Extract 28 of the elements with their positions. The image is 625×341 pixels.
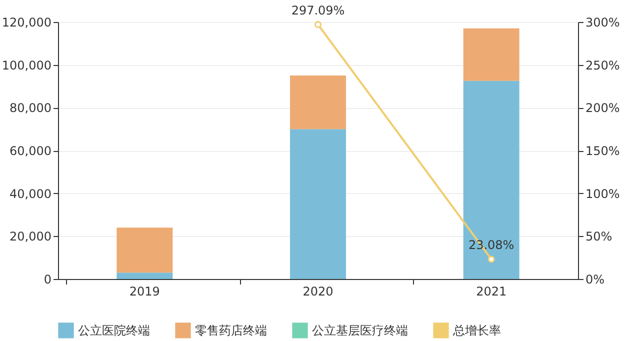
bar [116, 272, 173, 279]
bar [463, 80, 520, 279]
y2-tick-label: 0% [586, 272, 605, 286]
y-tick-label: 100,000 [2, 58, 52, 72]
y-tick-label: 80,000 [10, 101, 52, 116]
y-tick-label: 120,000 [2, 16, 52, 30]
y2-tick-label: 200% [586, 101, 620, 116]
bar [290, 76, 346, 130]
legend-label: 零售药店终端 [195, 323, 267, 338]
x-tick-label: 2021 [476, 284, 507, 298]
bar [290, 129, 346, 279]
y-tick-label: 20,000 [10, 230, 52, 244]
y2-tick-label: 250% [586, 58, 620, 72]
y-tick-label: 0 [44, 272, 52, 286]
y-tick-label: 60,000 [10, 144, 52, 158]
y2-tick-label: 150% [586, 144, 620, 158]
x-tick-label: 2020 [302, 284, 334, 298]
bar [463, 28, 520, 81]
legend-label: 总增长率 [452, 323, 501, 338]
y2-tick-label: 100% [586, 186, 620, 201]
legend-label: 公立基层医疗终端 [312, 323, 408, 338]
y-tick-label: 40,000 [10, 186, 52, 201]
bar [116, 228, 173, 273]
data-label: 297.09% [291, 3, 345, 18]
y2-tick-label: 300% [586, 16, 620, 30]
x-tick-label: 2019 [129, 284, 160, 298]
y2-tick-label: 50% [586, 230, 612, 244]
legend-label: 公立医院终端 [78, 323, 150, 338]
